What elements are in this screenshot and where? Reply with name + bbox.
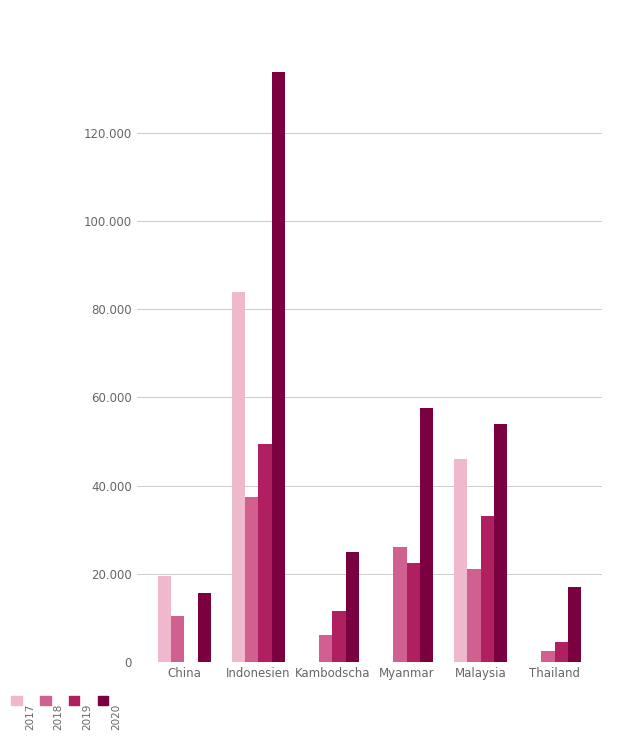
Bar xyxy=(346,552,359,662)
Bar xyxy=(494,424,507,662)
Bar xyxy=(272,71,285,662)
Bar xyxy=(319,635,332,662)
Bar xyxy=(393,547,407,662)
Bar xyxy=(158,576,171,662)
Bar xyxy=(171,615,184,662)
Bar xyxy=(197,593,211,662)
Bar xyxy=(467,569,481,662)
Bar xyxy=(568,587,581,662)
Bar xyxy=(454,459,467,662)
Bar xyxy=(245,496,258,662)
Bar xyxy=(332,611,346,662)
Bar xyxy=(232,292,245,662)
Legend: 2017, 2018, 2019, 2020: 2017, 2018, 2019, 2020 xyxy=(11,680,121,706)
Bar xyxy=(481,517,494,662)
Bar xyxy=(420,408,433,662)
Bar xyxy=(555,642,568,662)
Bar xyxy=(407,562,420,662)
Bar xyxy=(258,444,272,662)
Bar xyxy=(542,650,555,662)
